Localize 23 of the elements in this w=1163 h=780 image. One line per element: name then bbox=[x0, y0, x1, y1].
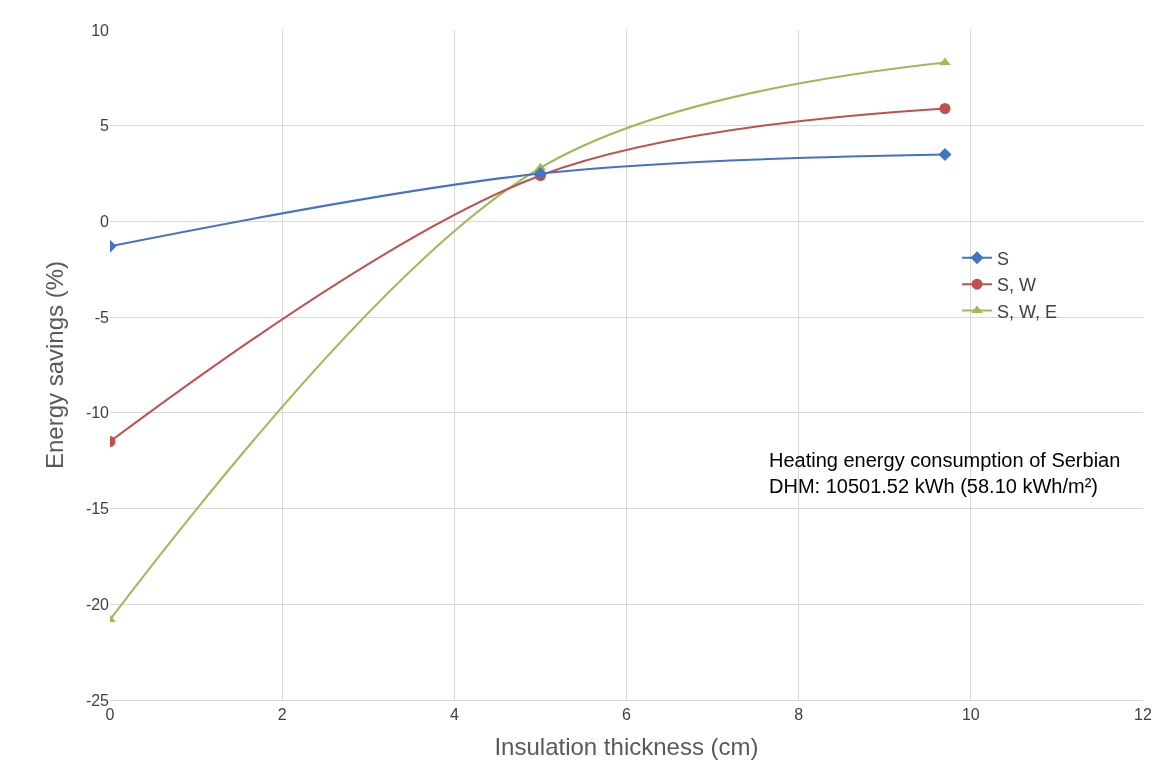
point bbox=[938, 147, 952, 161]
x-tick-label: 10 bbox=[961, 706, 980, 724]
legend-label: S, W, E bbox=[997, 301, 1058, 322]
y-tick-label: 0 bbox=[100, 213, 110, 231]
x-tick-label: 12 bbox=[1134, 706, 1152, 724]
y-tick-label: -10 bbox=[85, 404, 110, 422]
y-tick-label: -15 bbox=[85, 500, 110, 518]
legend-label: S bbox=[997, 248, 1010, 269]
annotation: Heating energy consumption of Serbian DHM: 10501.52 kWh (58.10 kWh/m²) bbox=[769, 449, 1121, 497]
y-tick-label: -20 bbox=[85, 595, 110, 613]
legend-label: S, W bbox=[997, 275, 1037, 296]
y-axis-title: Energy savings (%) bbox=[40, 260, 68, 470]
x-tick-label: 2 bbox=[277, 706, 287, 724]
point bbox=[939, 57, 951, 66]
y-tick-label: -25 bbox=[85, 691, 110, 709]
x-tick-label: 8 bbox=[794, 706, 804, 724]
x-tick-label: 6 bbox=[622, 706, 632, 724]
y-tick-label: -5 bbox=[94, 308, 110, 326]
y-tick-label: 10 bbox=[91, 21, 110, 39]
y-tick-label: 5 bbox=[100, 117, 110, 135]
x-tick-label: 4 bbox=[449, 706, 459, 724]
x-axis-title: Insulation thickness (cm) bbox=[494, 732, 759, 760]
point bbox=[939, 102, 951, 114]
